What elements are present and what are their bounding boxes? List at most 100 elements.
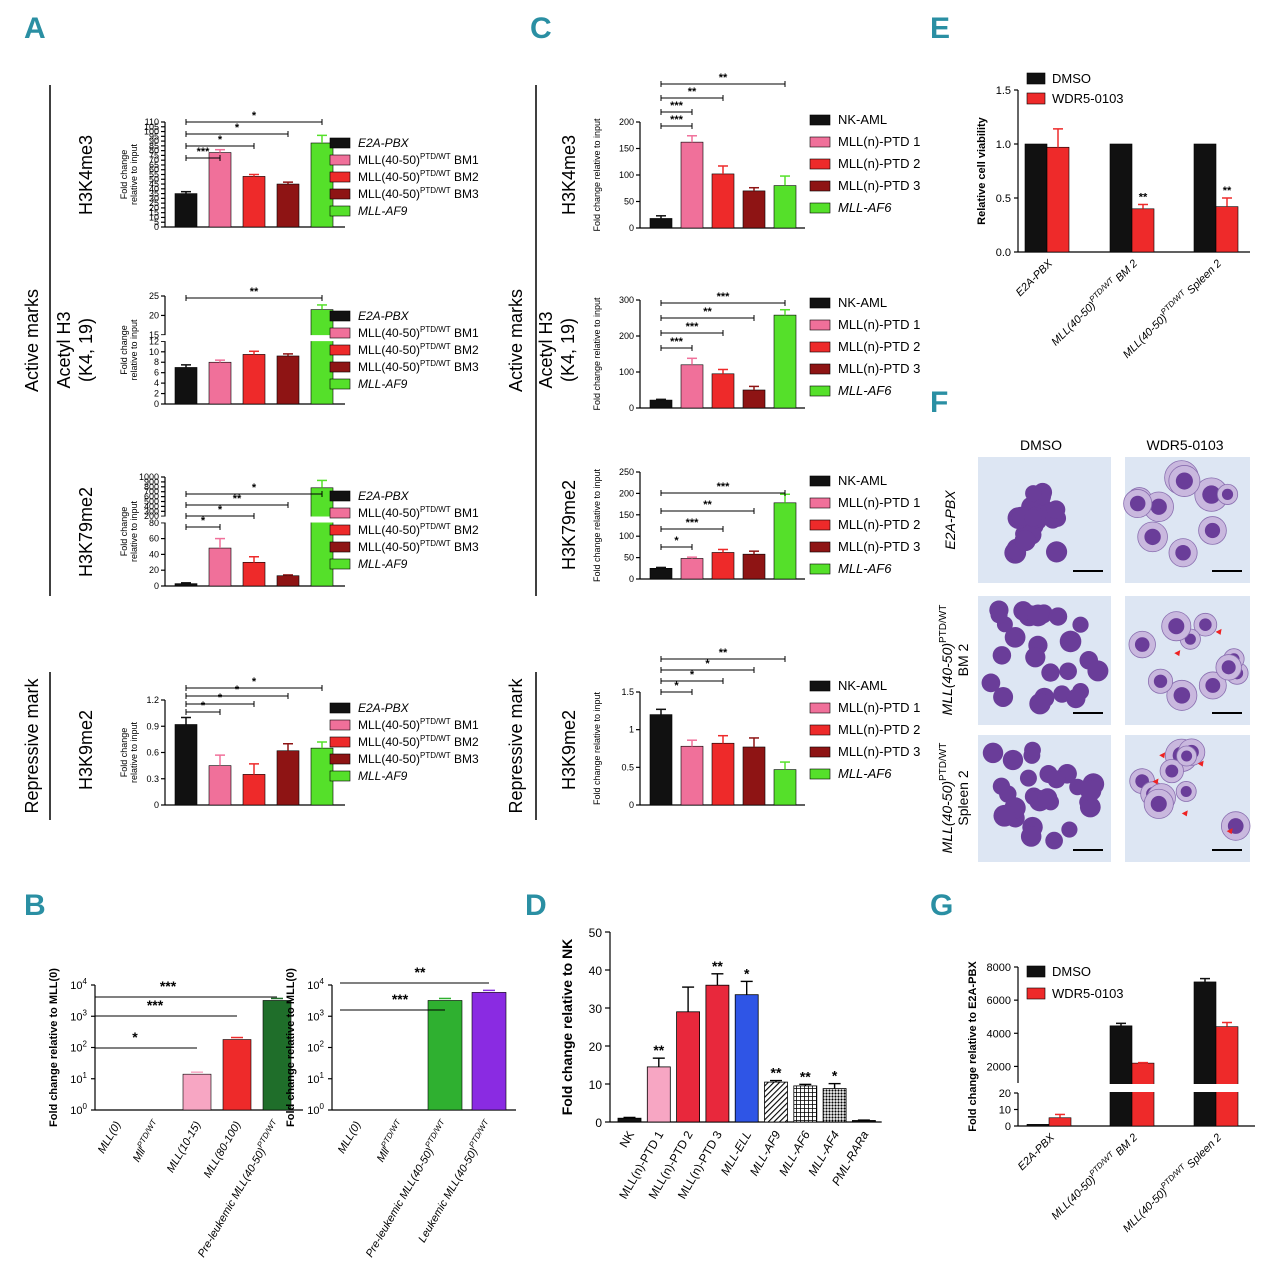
bar bbox=[742, 190, 766, 229]
cell-nucleus bbox=[1037, 788, 1058, 808]
legend-swatch bbox=[809, 702, 831, 714]
bar bbox=[773, 185, 797, 229]
micrograph bbox=[978, 457, 1111, 583]
legend-label: E2A-PBX bbox=[358, 701, 410, 715]
cell-nucleus bbox=[1066, 688, 1086, 709]
bar bbox=[174, 724, 198, 806]
y-tick-label: 300 bbox=[619, 295, 634, 305]
cell-nucleus bbox=[1205, 678, 1221, 693]
chart-a-h3k79me2: 0204060802003004005006007008009001000***… bbox=[119, 472, 479, 591]
x-tick-label: Leukemic MLL(40-50)PTD/WT bbox=[414, 1117, 496, 1245]
y-tick-label: 5 bbox=[154, 217, 159, 227]
y-tick-label: 70 bbox=[149, 155, 159, 165]
sig-label: *** bbox=[147, 997, 164, 1013]
bar bbox=[174, 583, 198, 587]
y-tick-label: 0.3 bbox=[146, 774, 159, 784]
arrow-marker bbox=[1152, 778, 1159, 785]
y-tick-label: 150 bbox=[619, 144, 634, 154]
mark-label-h3k4me3-c: H3K4me3 bbox=[559, 135, 579, 215]
arrow-marker bbox=[1215, 628, 1222, 635]
legend-label: MLL(n)-PTD 3 bbox=[838, 178, 920, 193]
legend-label: WDR5-0103 bbox=[1052, 91, 1124, 106]
bar bbox=[242, 176, 266, 228]
y-tick-label: 101 bbox=[307, 1071, 324, 1086]
legend-label: MLL(n)-PTD 2 bbox=[838, 722, 920, 737]
y-tick-label: 0.0 bbox=[996, 247, 1011, 259]
cell-nucleus bbox=[1020, 826, 1042, 847]
bar bbox=[208, 547, 232, 587]
x-tick-label: MLL(0) bbox=[336, 1119, 364, 1155]
y-tick-label: 600 bbox=[144, 492, 159, 502]
cell-nucleus bbox=[1129, 495, 1146, 512]
row-label: MLL(40-50)PTD/WTBM 2 bbox=[938, 605, 971, 716]
legend-swatch bbox=[329, 378, 351, 390]
y-tick-label: 2000 bbox=[987, 1061, 1011, 1073]
sig-label: ** bbox=[800, 1068, 811, 1084]
y-tick-label: 20 bbox=[149, 203, 159, 213]
y-tick-label: 0.9 bbox=[146, 721, 159, 731]
legend-swatch bbox=[809, 385, 831, 397]
bar bbox=[1193, 143, 1217, 253]
axis-break bbox=[159, 516, 347, 523]
y-tick-label: 200 bbox=[619, 331, 634, 341]
sig-label: *** bbox=[670, 100, 684, 112]
cell-nucleus bbox=[1199, 618, 1212, 631]
cell-nucleus bbox=[1165, 764, 1179, 778]
x-tick-label: MLL(80-100) bbox=[202, 1119, 244, 1180]
y-tick-label: 110 bbox=[145, 117, 159, 127]
y-tick-label: 75 bbox=[149, 150, 159, 160]
x-tick-label: E2A-PBX bbox=[1016, 1131, 1058, 1173]
panel-label-a: A bbox=[24, 12, 46, 45]
sig-label: ** bbox=[703, 499, 712, 511]
cell-nucleus bbox=[1025, 485, 1042, 502]
arrow-marker bbox=[1181, 810, 1188, 817]
y-tick-label: 80 bbox=[149, 146, 159, 156]
bar bbox=[649, 399, 673, 409]
bar bbox=[680, 364, 704, 409]
bar bbox=[1193, 981, 1217, 1127]
sig-label: ** bbox=[1223, 185, 1232, 197]
legend-swatch bbox=[329, 171, 351, 183]
legend-label: MLL(n)-PTD 2 bbox=[838, 156, 920, 171]
sig-label: * bbox=[744, 965, 750, 981]
sig-label: *** bbox=[717, 481, 731, 493]
bar-break bbox=[310, 516, 334, 523]
arrow-marker bbox=[1174, 650, 1181, 657]
y-tick-label: 30 bbox=[589, 1002, 603, 1016]
y-tick-label: 15 bbox=[149, 208, 159, 218]
legend-swatch bbox=[809, 541, 831, 553]
legend-label: DMSO bbox=[1052, 964, 1091, 979]
cell-nucleus bbox=[1150, 795, 1167, 812]
y-tick-label: 6000 bbox=[987, 995, 1011, 1007]
panel-label-e: E bbox=[930, 12, 950, 45]
sig-label: *** bbox=[686, 321, 700, 333]
y-tick-label: 60 bbox=[149, 534, 159, 544]
legend-swatch bbox=[809, 136, 831, 148]
y-tick-label: 0 bbox=[629, 223, 634, 233]
legend-swatch bbox=[809, 680, 831, 692]
y-tick-label: 1.2 bbox=[146, 695, 159, 705]
y-tick-label: 0 bbox=[154, 581, 159, 591]
bar bbox=[649, 714, 673, 806]
sig-label: * bbox=[705, 658, 710, 670]
sig-label: ** bbox=[719, 647, 728, 659]
mark-label-h3k9me2-c: H3K9me2 bbox=[559, 710, 579, 790]
cell-nucleus bbox=[1047, 770, 1066, 789]
bar bbox=[711, 173, 735, 229]
bar bbox=[773, 502, 797, 580]
bar bbox=[1109, 1025, 1133, 1127]
legend-swatch bbox=[809, 158, 831, 170]
legend-label: NK-AML bbox=[838, 473, 887, 488]
sig-label: ** bbox=[719, 72, 728, 84]
chart-g: 0 10 20 2000 4000 6000 8000 E2A-PBXMLL(40-50)PT… bbox=[967, 961, 1260, 1235]
cell-nucleus bbox=[1041, 663, 1060, 682]
y-tick-label: 10 bbox=[999, 1105, 1011, 1117]
y-tick-label: 60 bbox=[149, 165, 159, 175]
bar bbox=[793, 1085, 818, 1123]
legend-swatch bbox=[809, 180, 831, 192]
cell-nucleus bbox=[1029, 693, 1051, 715]
y-tick-label: 10 bbox=[149, 347, 159, 357]
